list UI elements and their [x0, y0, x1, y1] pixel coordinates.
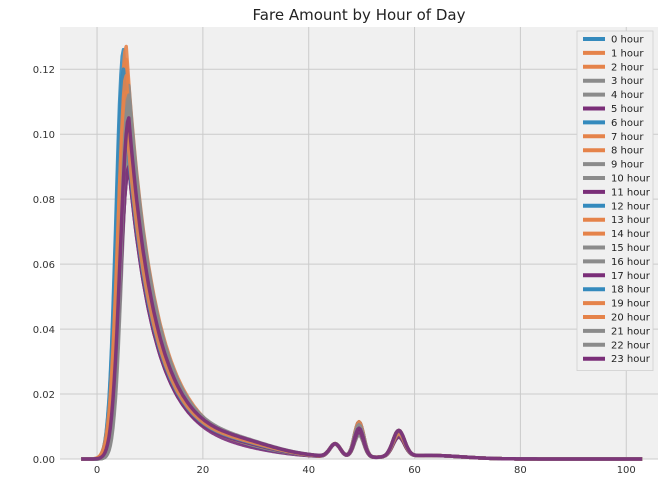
x-tick-label: 60: [408, 465, 421, 476]
legend-label: 2 hour: [611, 62, 644, 73]
legend-label: 17 hour: [611, 271, 651, 282]
legend: 0 hour 1 hour 2 hour 3 hour 4 hour 5 hour 6 ho…: [576, 30, 654, 372]
x-tick-label: 40: [302, 465, 315, 476]
legend-label: 9 hour: [611, 160, 644, 171]
legend-label: 18 hour: [611, 285, 651, 296]
y-tick-label: 0.06: [33, 260, 55, 271]
legend-label: 5 hour: [611, 104, 644, 115]
series-line: [80, 116, 643, 461]
legend-box: [576, 30, 654, 372]
legend-label: 6 hour: [611, 118, 644, 129]
legend-label: 20 hour: [611, 313, 651, 324]
y-tick-label: 0.04: [33, 325, 55, 336]
legend-label: 10 hour: [611, 174, 651, 185]
x-tick-label: 20: [197, 465, 210, 476]
plot-area: [60, 27, 658, 459]
x-tick-label: 80: [514, 465, 527, 476]
y-axis-ticks: 0.00 0.02 0.04 0.06 0.08 0.10 0.12: [33, 65, 55, 466]
y-tick-label: 0.10: [33, 130, 55, 141]
legend-label: 16 hour: [611, 257, 651, 268]
y-tick-label: 0.12: [33, 65, 55, 76]
legend-label: 19 hour: [611, 299, 651, 310]
y-tick-label: 0.02: [33, 390, 55, 401]
legend-label: 11 hour: [611, 187, 651, 198]
x-axis-ticks: 0 20 40 60 80 100: [94, 465, 636, 476]
legend-label: 4 hour: [611, 90, 644, 101]
legend-label: 12 hour: [611, 201, 651, 212]
x-tick-label: 0: [94, 465, 100, 476]
legend-label: 15 hour: [611, 243, 651, 254]
legend-label: 23 hour: [611, 354, 651, 365]
legend-label: 14 hour: [611, 229, 651, 240]
legend-label: 1 hour: [611, 48, 644, 59]
x-tick-label: 100: [617, 465, 636, 476]
legend-label: 21 hour: [611, 326, 651, 337]
y-tick-label: 0.00: [33, 455, 55, 466]
legend-label: 7 hour: [611, 132, 644, 143]
legend-label: 0 hour: [611, 35, 644, 46]
legend-label: 3 hour: [611, 76, 644, 87]
legend-label: 22 hour: [611, 340, 651, 351]
chart-title: Fare Amount by Hour of Day: [253, 6, 466, 24]
y-tick-label: 0.08: [33, 195, 55, 206]
legend-label: 13 hour: [611, 215, 651, 226]
density-lines: [80, 44, 643, 461]
legend-label: 8 hour: [611, 146, 644, 157]
